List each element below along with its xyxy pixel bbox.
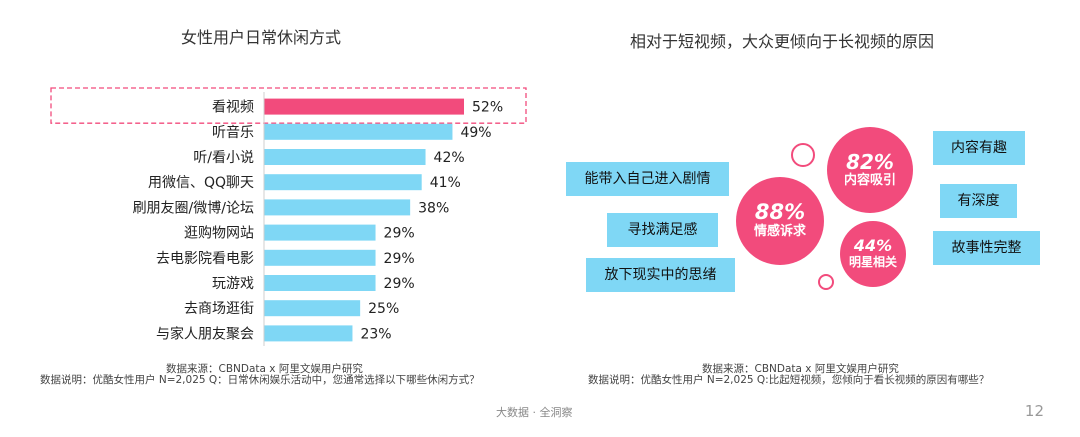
value-label: 29% [384,226,415,242]
left-source-note: 数据来源：CBNData x 阿里文娱用户研究 数据说明：优酷女性用户 N=2,… [40,364,480,386]
reason-tag: 内容有趣 [933,131,1025,165]
category-label: 去电影院看电影 [156,251,254,267]
category-label: 逛购物网站 [184,226,254,242]
right-source-line: 数据来源：CBNData x 阿里文娱用户研究 [702,363,899,375]
category-label: 听/看小说 [193,150,254,166]
value-label: 41% [430,175,461,191]
bar [264,300,361,317]
leisure-bar-chart: 看视频 52% 听音乐 49% 听/看小说 42% 用微信、QQ聊天 41% 刷朋友圈/微博/论… [50,87,527,346]
right-source-note: 数据来源：CBNData x 阿里文娱用户研究 数据说明：优酷女性用户 N=2,… [588,364,989,386]
bubble-label: 明星相关 [848,255,897,270]
reason-tag: 故事性完整 [933,231,1040,265]
bubble-pct: 44% [853,236,893,256]
value-label: 23% [360,326,391,342]
value-label: 29% [384,276,415,292]
bubble-label: 内容吸引 [843,172,896,188]
bar [264,199,411,216]
bubble-pct: 82% [846,149,894,174]
category-label: 玩游戏 [212,276,254,292]
bubble-label: 情感诉求 [753,224,806,240]
bar [264,98,464,115]
category-label: 与家人朋友聚会 [156,325,254,342]
category-label: 刷朋友圈/微博/论坛 [133,199,254,216]
highlight-frame [50,87,527,124]
category-label: 听音乐 [212,124,254,141]
left-explanation-line: 数据说明：优酷女性用户 N=2,025 Q：日常休闲娱乐活动中，您通常选择以下哪… [40,374,480,386]
bar [264,325,353,342]
category-label: 用微信、QQ聊天 [148,175,254,191]
bubble-pct: 88% [754,200,806,225]
category-label: 看视频 [212,100,254,116]
bar [264,224,376,241]
bar [264,249,376,266]
small-ring-decoration [791,143,815,167]
reason-tag: 能带入自己进入剧情 [566,162,729,196]
value-label: 49% [460,125,491,141]
reason-tag: 寻找满足感 [607,213,718,247]
bubble-emotional-needs: 88% 情感诉求 [736,177,824,265]
value-label: 52% [472,100,503,116]
tiny-ring-decoration [818,274,834,290]
bar [264,149,426,165]
right-explanation-line: 数据说明：优酷女性用户 N=2,025 Q:比起短视频，您倾向于看长视频的原因有… [588,374,990,386]
bar [264,275,376,291]
left-source-line: 数据来源：CBNData x 阿里文娱用户研究 [166,363,363,375]
left-chart-title: 女性用户日常休闲方式 [181,28,342,47]
page-number: 12 [1024,402,1044,420]
value-label: 38% [418,200,449,216]
category-label: 去商场逛街 [184,301,254,317]
value-label: 42% [434,150,465,166]
right-diagram-title: 相对于短视频，大众更倾向于长视频的原因 [630,32,935,51]
value-label: 29% [384,251,415,267]
bar [264,174,422,191]
bubble-content-appeal: 82% 内容吸引 [827,127,913,213]
reason-tag: 放下现实中的思绪 [586,258,735,292]
value-label: 25% [368,301,399,317]
bar [264,123,453,140]
reason-tag: 有深度 [940,184,1017,218]
footer-slogan: 大数据 · 全洞察 [496,406,573,419]
bubble-celebrity: 44% 明星相关 [840,221,906,287]
